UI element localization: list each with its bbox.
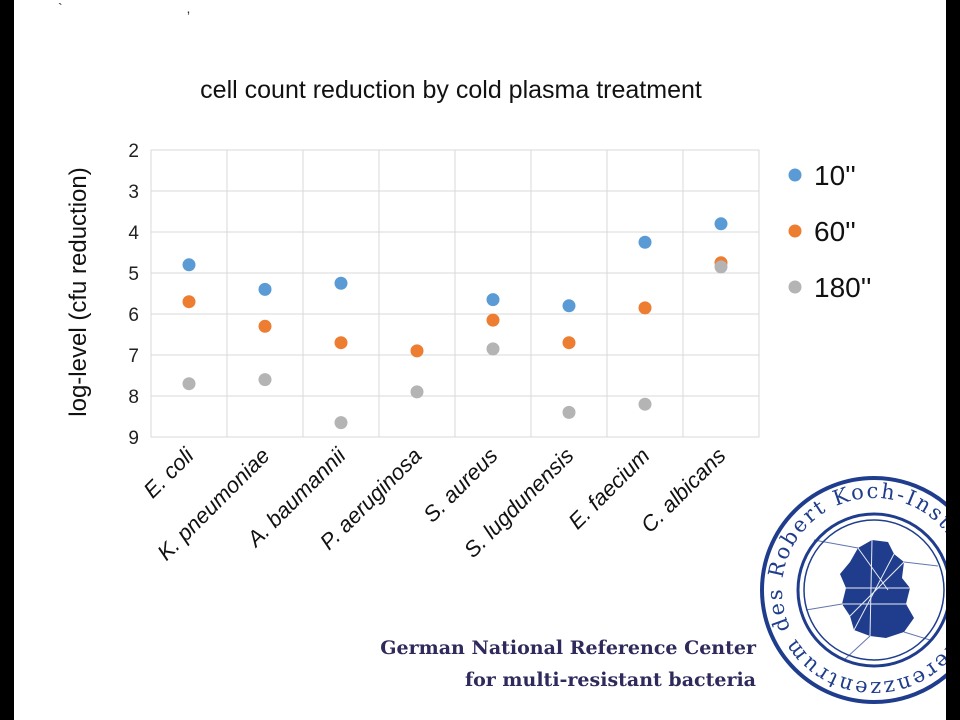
data-point-0 bbox=[638, 235, 652, 249]
legend-marker-1 bbox=[788, 224, 802, 238]
data-point-1 bbox=[638, 301, 652, 315]
legend-label-2: 180'' bbox=[814, 272, 871, 303]
data-point-0 bbox=[714, 217, 728, 231]
legend-marker-0 bbox=[788, 168, 802, 182]
chart: cell count reduction by cold plasma trea… bbox=[65, 76, 871, 565]
x-category-label: E. coli bbox=[138, 442, 199, 503]
y-tick-label: 2 bbox=[128, 141, 139, 162]
legend-label-1: 60'' bbox=[814, 216, 856, 247]
data-point-2 bbox=[334, 416, 348, 430]
data-point-1 bbox=[334, 336, 348, 350]
y-tick-label: 9 bbox=[128, 428, 139, 449]
data-point-0 bbox=[562, 299, 576, 313]
data-point-2 bbox=[562, 405, 576, 419]
data-point-0 bbox=[258, 282, 272, 296]
data-point-1 bbox=[486, 313, 500, 327]
data-point-2 bbox=[714, 260, 728, 274]
corner-marks: ` , bbox=[58, 0, 251, 16]
data-point-2 bbox=[182, 377, 196, 391]
slide: ` , cell count reduction by cold plasma … bbox=[14, 0, 946, 720]
data-point-1 bbox=[562, 336, 576, 350]
footer-line-1: German National Reference Center bbox=[380, 637, 756, 659]
y-tick-label: 7 bbox=[128, 346, 139, 367]
data-point-0 bbox=[182, 258, 196, 272]
data-point-2 bbox=[410, 385, 424, 399]
y-tick-label: 8 bbox=[128, 387, 139, 408]
chart-title: cell count reduction by cold plasma trea… bbox=[200, 76, 702, 104]
legend: 10'' 60'' 180'' bbox=[788, 160, 871, 303]
data-point-0 bbox=[334, 276, 348, 290]
footer: German National Reference Center for mul… bbox=[344, 632, 756, 696]
data-point-1 bbox=[182, 295, 196, 309]
footer-line-2: for multi-resistant bacteria bbox=[464, 669, 756, 691]
legend-marker-2 bbox=[788, 280, 802, 294]
y-tick-label: 6 bbox=[128, 305, 139, 326]
data-point-1 bbox=[258, 319, 272, 333]
y-tick-label: 3 bbox=[128, 182, 139, 203]
y-tick-label: 4 bbox=[128, 223, 139, 244]
data-point-0 bbox=[486, 293, 500, 307]
y-tick-label: 5 bbox=[128, 264, 139, 285]
y-axis-label: log-level (cfu reduction) bbox=[65, 167, 92, 416]
data-point-2 bbox=[486, 342, 500, 356]
rki-seal-logo: Robert Koch-Instituts • Referenzzentrum … bbox=[760, 476, 946, 704]
legend-label-0: 10'' bbox=[814, 160, 856, 191]
data-point-2 bbox=[258, 373, 272, 387]
data-point-2 bbox=[638, 397, 652, 411]
data-point-1 bbox=[410, 344, 424, 358]
